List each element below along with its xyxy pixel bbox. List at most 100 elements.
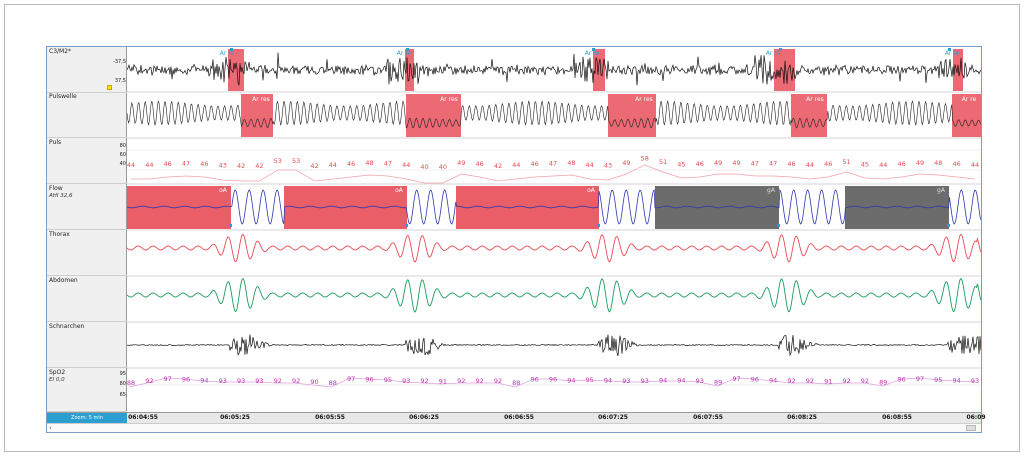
- spo2-value: 94: [659, 376, 667, 384]
- channel-label-pulswelle[interactable]: Pulswelle: [47, 92, 127, 138]
- spo2-value: 93: [641, 377, 649, 385]
- pulse-value: 49: [916, 159, 924, 167]
- spo2-value: 92: [842, 377, 850, 385]
- time-axis-bar: Zoom: 5 min 06:04:55 06:05:25 06:05:55 06:0…: [47, 412, 986, 423]
- screenshot-frame: C3/M2* -37,5 37,5 Pulswelle Puls 80 60 40 Flow AH…: [4, 4, 1020, 452]
- flow-event-label: oA: [395, 187, 404, 194]
- spo2-value: 93: [255, 377, 263, 385]
- pulse-value: 46: [347, 160, 355, 168]
- eeg-event-label: Ar re: [766, 50, 781, 57]
- channel-name: Flow: [49, 185, 63, 192]
- spo2-value: 92: [494, 377, 502, 385]
- spo2-value: 94: [769, 376, 777, 384]
- pulse-value: 45: [677, 161, 685, 169]
- pulse-value: 47: [384, 160, 392, 168]
- spo2-value: 91: [439, 378, 447, 386]
- pulse-value: 46: [200, 160, 208, 168]
- eeg-arousal-event: [953, 49, 963, 91]
- pulse-value: 40: [439, 163, 447, 171]
- flow-event-label: gA: [937, 187, 946, 194]
- channel-label-puls[interactable]: Puls 80 60 40: [47, 138, 127, 184]
- pulse-wave-event: [952, 94, 981, 137]
- channel-name: Schnarchen: [49, 323, 85, 330]
- event-handle: [406, 48, 409, 51]
- spo2-value: 92: [292, 377, 300, 385]
- horizontal-scrollbar[interactable]: ‹: [47, 423, 981, 432]
- spo2-value: 93: [971, 377, 979, 385]
- event-handle: [779, 48, 782, 51]
- pulse-value: 44: [512, 161, 520, 169]
- spo2-value: 97: [347, 375, 355, 383]
- spo2-value: 95: [384, 376, 392, 384]
- pulse-value: 47: [182, 160, 190, 168]
- channel-label-flow[interactable]: Flow AHI 32,6: [47, 184, 127, 230]
- pulse-value: 42: [310, 162, 318, 170]
- time-tick-label: 06:07:25: [598, 414, 628, 421]
- scale-value: 40: [119, 161, 126, 167]
- spo2-value: 92: [274, 377, 282, 385]
- channel-name: Thorax: [49, 231, 70, 238]
- pulse-value: 42: [494, 162, 502, 170]
- time-tick-label: 06:08:55: [882, 414, 912, 421]
- time-tick-label: 06:09: [966, 414, 986, 421]
- pulse-value: 53: [274, 157, 282, 165]
- pulse-value: 46: [696, 160, 704, 168]
- spo2-value: 97: [916, 375, 924, 383]
- spo2-value: 91: [824, 378, 832, 386]
- spo2-value: 92: [861, 377, 869, 385]
- spo2-value: 93: [402, 377, 410, 385]
- pulse-value: 44: [586, 161, 594, 169]
- spo2-value: 92: [806, 377, 814, 385]
- channel-label-spo2[interactable]: SpO2 EI 0,0 95 80 65: [47, 368, 127, 412]
- event-handle: [597, 224, 600, 227]
- channel-marker-icon[interactable]: [107, 85, 112, 90]
- time-tick-label: 06:05:25: [220, 414, 250, 421]
- pulse-value: 46: [824, 160, 832, 168]
- pulse-value: 48: [567, 159, 575, 167]
- zoom-button[interactable]: Zoom: 5 min: [47, 413, 127, 423]
- pulse-value: 51: [842, 158, 850, 166]
- channel-label-thorax[interactable]: Thorax: [47, 230, 127, 276]
- time-tick-label: 06:06:55: [504, 414, 534, 421]
- event-handle: [592, 48, 595, 51]
- spo2-value: 94: [567, 376, 575, 384]
- scale-value: 65: [119, 392, 126, 398]
- eeg-event-label: Ar re: [397, 50, 412, 57]
- spo2-value: 96: [182, 375, 190, 383]
- scroll-left-arrow-icon[interactable]: ‹: [49, 424, 52, 432]
- scroll-thumb[interactable]: [966, 425, 976, 431]
- signal-plot-area[interactable]: Ar re Ar re Ar re Ar re Ar re Ar res Ar res Ar …: [127, 47, 981, 412]
- time-tick-label: 06:04:55: [128, 414, 158, 421]
- pulse-value: 44: [879, 161, 887, 169]
- channel-name: Abdomen: [49, 277, 78, 284]
- spo2-value: 95: [934, 376, 942, 384]
- pulse-value: 46: [531, 160, 539, 168]
- pulse-value: 44: [402, 161, 410, 169]
- pulse-wave-trace: [127, 100, 981, 129]
- spo2-value: 93: [696, 377, 704, 385]
- scale-value: 60: [119, 152, 126, 158]
- spo2-value: 96: [897, 375, 905, 383]
- pulse-value: 44: [971, 161, 979, 169]
- eeg-arousal-event: [228, 49, 244, 91]
- pulse-value: 49: [457, 159, 465, 167]
- pulse-value: 44: [127, 161, 135, 169]
- scale-value: 37,5: [114, 78, 126, 84]
- spo2-value: 95: [586, 376, 594, 384]
- event-handle: [948, 48, 951, 51]
- pulse-value: 42: [237, 162, 245, 170]
- pulse-value: 43: [604, 161, 612, 169]
- flow-event-label: oA: [587, 187, 596, 194]
- channel-label-abdomen[interactable]: Abdomen: [47, 276, 127, 322]
- scale-value: -37,5: [113, 59, 126, 65]
- channel-label-schnarchen[interactable]: Schnarchen: [47, 322, 127, 368]
- time-tick-label: 06:06:25: [409, 414, 439, 421]
- flow-event-label: oA: [219, 187, 228, 194]
- pulse-value: 49: [732, 159, 740, 167]
- channel-label-c3-m2-[interactable]: C3/M2* -37,5 37,5: [47, 47, 127, 93]
- pulse-value: 46: [897, 160, 905, 168]
- pulse-value: 43: [219, 161, 227, 169]
- snoring-trace: [127, 334, 981, 357]
- pulse-value: 46: [787, 160, 795, 168]
- pulse-wave-event-label: Ar re: [962, 96, 977, 103]
